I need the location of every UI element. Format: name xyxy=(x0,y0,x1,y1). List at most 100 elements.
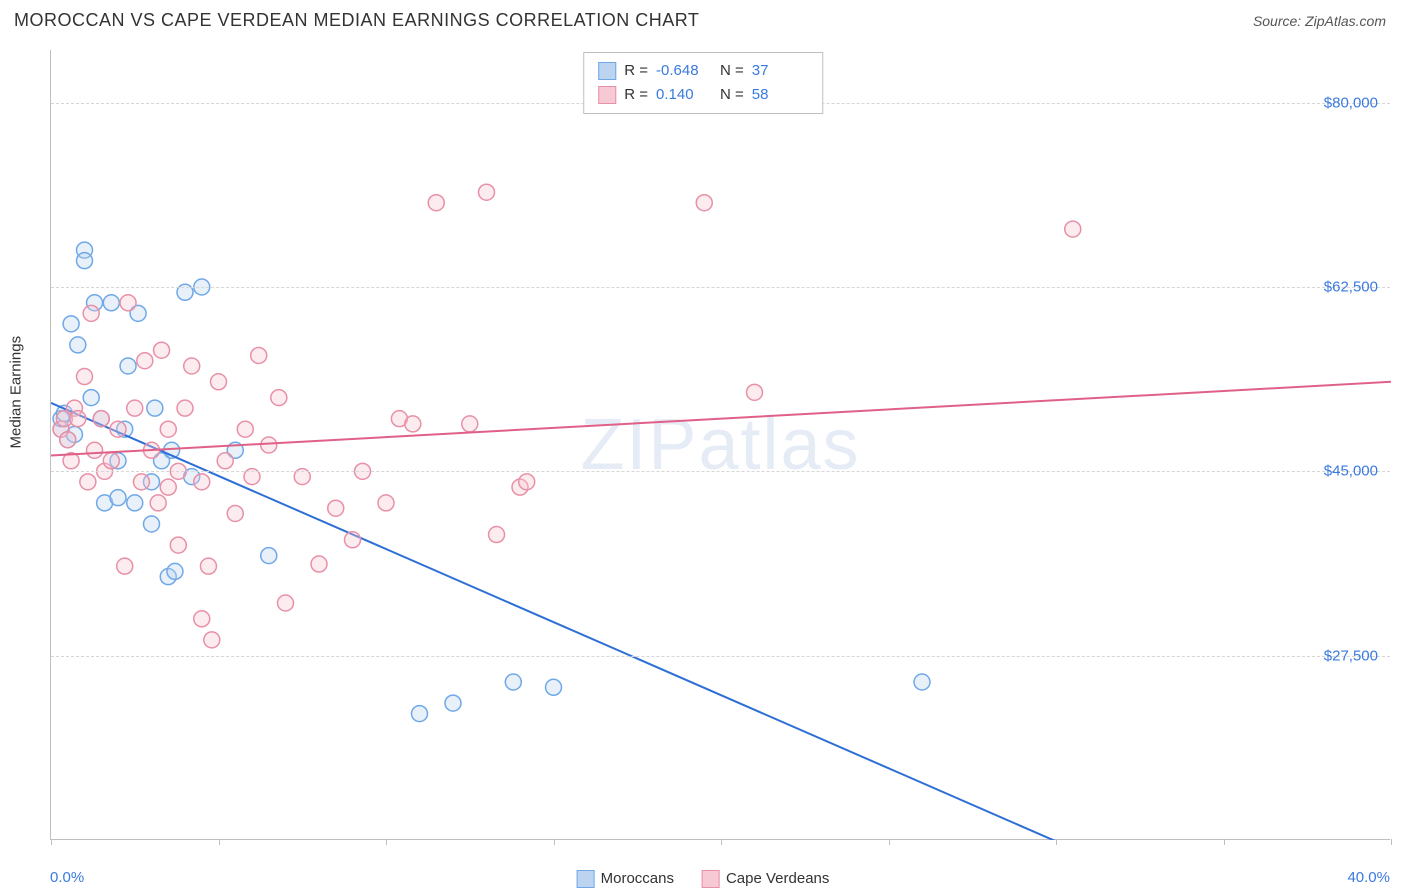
grid-line xyxy=(51,471,1390,472)
chart-plot-area: ZIPatlas $27,500$45,000$62,500$80,000 xyxy=(50,50,1390,840)
data-point xyxy=(120,295,136,311)
data-point xyxy=(251,347,267,363)
data-point xyxy=(747,384,763,400)
x-tick xyxy=(219,839,220,845)
data-point xyxy=(63,316,79,332)
data-point xyxy=(127,495,143,511)
data-point xyxy=(914,674,930,690)
data-point xyxy=(204,632,220,648)
scatter-svg xyxy=(51,50,1391,840)
grid-line xyxy=(51,287,1390,288)
data-point xyxy=(83,305,99,321)
x-tick xyxy=(554,839,555,845)
data-point xyxy=(160,479,176,495)
data-point xyxy=(150,495,166,511)
data-point xyxy=(278,595,294,611)
data-point xyxy=(137,353,153,369)
data-point xyxy=(60,432,76,448)
y-tick-label: $45,000 xyxy=(1324,463,1378,480)
data-point xyxy=(217,453,233,469)
x-axis-min-label: 0.0% xyxy=(50,869,84,886)
x-tick xyxy=(1056,839,1057,845)
data-point xyxy=(184,358,200,374)
data-point xyxy=(428,195,444,211)
data-point xyxy=(211,374,227,390)
data-point xyxy=(154,342,170,358)
data-point xyxy=(110,490,126,506)
data-point xyxy=(87,442,103,458)
legend-swatch xyxy=(702,870,720,888)
data-point xyxy=(80,474,96,490)
series-legend: Moroccans Cape Verdeans xyxy=(577,870,830,888)
data-point xyxy=(70,411,86,427)
legend-swatch xyxy=(598,62,616,80)
n-label: N = xyxy=(720,59,744,83)
data-point xyxy=(311,556,327,572)
x-tick xyxy=(1224,839,1225,845)
data-point xyxy=(147,400,163,416)
data-point xyxy=(110,421,126,437)
trend-line xyxy=(51,382,1391,456)
source-label: Source: ZipAtlas.com xyxy=(1253,13,1386,29)
x-tick xyxy=(386,839,387,845)
data-point xyxy=(83,390,99,406)
y-tick-label: $80,000 xyxy=(1324,94,1378,111)
data-point xyxy=(77,253,93,269)
data-point xyxy=(519,474,535,490)
data-point xyxy=(227,505,243,521)
r-label: R = xyxy=(624,59,648,83)
data-point xyxy=(93,411,109,427)
data-point xyxy=(200,558,216,574)
data-point xyxy=(405,416,421,432)
data-point xyxy=(127,400,143,416)
data-point xyxy=(328,500,344,516)
data-point xyxy=(177,400,193,416)
data-point xyxy=(546,679,562,695)
y-axis-label: Median Earnings xyxy=(8,336,25,449)
x-axis-max-label: 40.0% xyxy=(1347,869,1390,886)
legend-swatch xyxy=(598,86,616,104)
legend-item: Cape Verdeans xyxy=(702,870,829,888)
data-point xyxy=(696,195,712,211)
correlation-legend: R = -0.648 N = 37 R = 0.140 N = 58 xyxy=(583,52,823,114)
data-point xyxy=(133,474,149,490)
data-point xyxy=(77,369,93,385)
x-tick xyxy=(51,839,52,845)
legend-label: Moroccans xyxy=(601,870,674,887)
data-point xyxy=(261,437,277,453)
data-point xyxy=(117,558,133,574)
grid-line xyxy=(51,656,1390,657)
r-value: -0.648 xyxy=(656,59,712,83)
r-value: 0.140 xyxy=(656,83,712,107)
y-tick-label: $27,500 xyxy=(1324,647,1378,664)
data-point xyxy=(194,611,210,627)
data-point xyxy=(378,495,394,511)
r-label: R = xyxy=(624,83,648,107)
chart-title: MOROCCAN VS CAPE VERDEAN MEDIAN EARNINGS… xyxy=(14,10,699,31)
data-point xyxy=(120,358,136,374)
n-label: N = xyxy=(720,83,744,107)
data-point xyxy=(489,527,505,543)
data-point xyxy=(103,453,119,469)
data-point xyxy=(70,337,86,353)
x-tick xyxy=(889,839,890,845)
legend-item: Moroccans xyxy=(577,870,674,888)
data-point xyxy=(237,421,253,437)
correlation-legend-row: R = -0.648 N = 37 xyxy=(598,59,808,83)
data-point xyxy=(194,474,210,490)
correlation-legend-row: R = 0.140 N = 58 xyxy=(598,83,808,107)
legend-swatch xyxy=(577,870,595,888)
data-point xyxy=(462,416,478,432)
y-tick-label: $62,500 xyxy=(1324,279,1378,296)
legend-label: Cape Verdeans xyxy=(726,870,829,887)
n-value: 37 xyxy=(752,59,808,83)
data-point xyxy=(412,706,428,722)
data-point xyxy=(167,563,183,579)
data-point xyxy=(160,421,176,437)
data-point xyxy=(271,390,287,406)
data-point xyxy=(505,674,521,690)
data-point xyxy=(170,537,186,553)
x-tick xyxy=(1391,839,1392,845)
n-value: 58 xyxy=(752,83,808,107)
data-point xyxy=(479,184,495,200)
